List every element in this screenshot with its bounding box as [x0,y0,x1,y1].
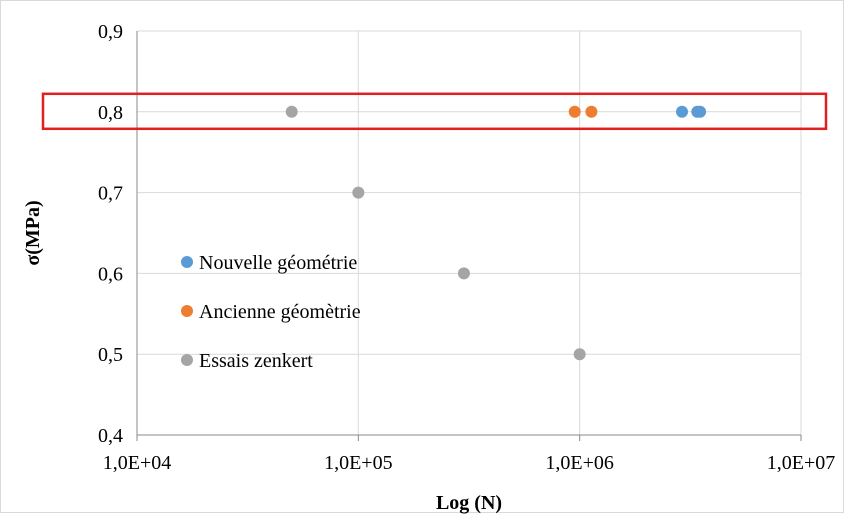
legend-marker [181,256,193,268]
data-points [285,105,707,361]
legend-label: Nouvelle géométrie [199,252,357,274]
data-point [585,105,598,118]
y-tick-label: 0,4 [98,425,123,447]
data-point [285,105,298,118]
axes [136,31,802,441]
y-axis-title: σ(MPa) [22,200,44,265]
x-tick-label: 1,0E+04 [103,452,172,474]
x-axis-title: Log (N) [436,492,502,514]
y-tick-label: 0,7 [98,183,123,205]
highlight-box [41,92,828,131]
legend: Nouvelle géométrie Ancienne géomètrie Essa… [181,252,361,372]
data-point [457,267,470,280]
y-tick-label: 0,5 [98,344,123,366]
data-point [352,186,365,199]
legend-marker [181,305,193,317]
tick-labels: 0,4 0,5 0,6 0,7 0,8 0,9 1,0E+04 1,0E+05 1,0E+06 1… [98,21,835,474]
x-tick-label: 1,0E+07 [767,452,836,474]
data-point [694,105,707,118]
y-tick-label: 0,8 [98,102,123,124]
legend-label: Ancienne géomètrie [199,301,361,323]
data-point [573,348,586,361]
data-point [676,105,689,118]
x-tick-label: 1,0E+05 [324,452,393,474]
legend-label: Essais zenkert [199,350,313,372]
x-tick-label: 1,0E+06 [545,452,614,474]
highlight-rectangle [41,92,828,131]
y-tick-label: 0,9 [98,21,123,43]
gridlines [137,30,802,435]
data-point [568,105,581,118]
y-tick-label: 0,6 [98,263,123,285]
legend-marker [181,354,193,366]
